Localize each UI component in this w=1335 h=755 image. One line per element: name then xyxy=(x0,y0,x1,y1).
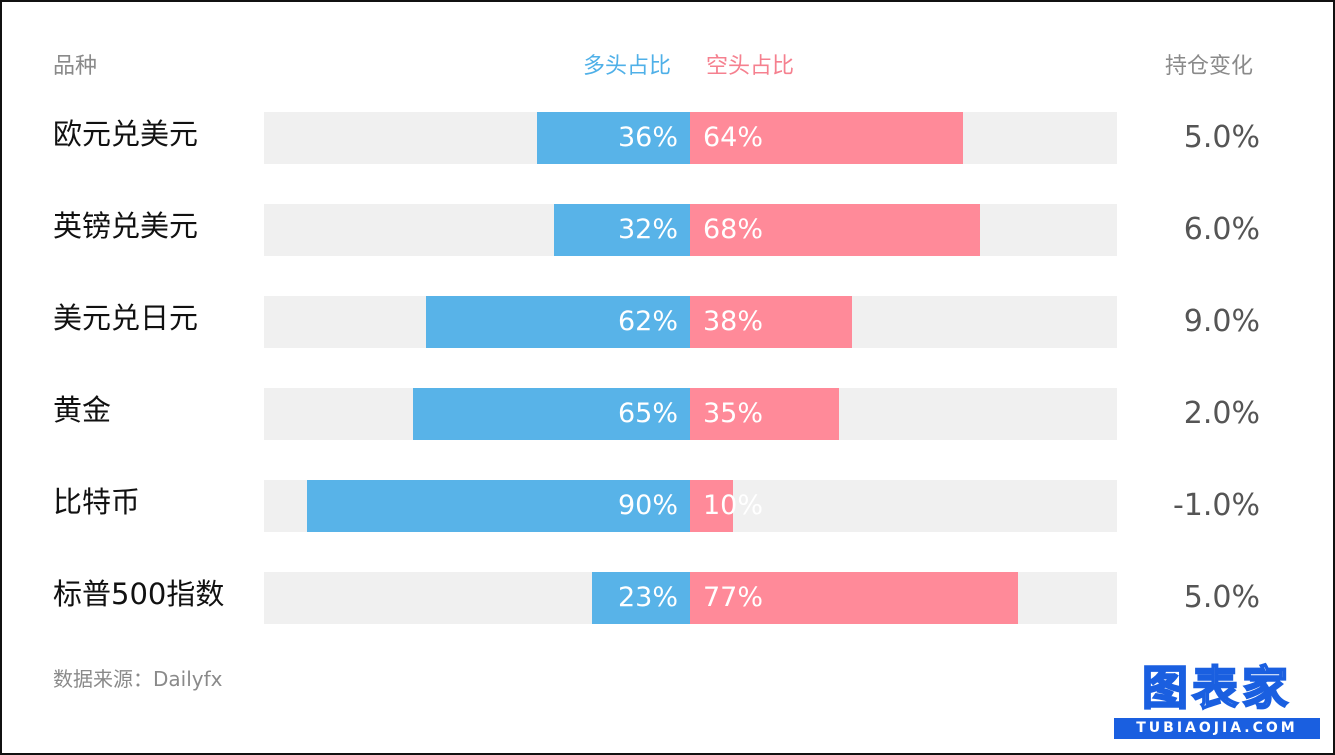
category-label: 美元兑日元 xyxy=(53,301,199,335)
long-bar xyxy=(413,388,690,440)
position-change-value: 2.0% xyxy=(1183,396,1260,431)
chart-row: 英镑兑美元 32% 68% 6.0% xyxy=(0,204,1335,256)
short-value-label: 64% xyxy=(703,122,764,153)
brand-logo: 图表家 TUBIAOJIA.COM xyxy=(1112,658,1322,743)
chart-row: 标普500指数 23% 77% 5.0% xyxy=(0,572,1335,624)
long-value-label: 32% xyxy=(617,214,678,245)
header-short-ratio: 空头占比 xyxy=(706,54,795,79)
short-bar xyxy=(690,112,963,164)
header-category: 品种 xyxy=(53,54,98,79)
position-change-value: 9.0% xyxy=(1183,304,1260,339)
category-label: 比特币 xyxy=(53,485,141,519)
short-bar xyxy=(690,204,980,256)
logo-url: TUBIAOJIA.COM xyxy=(1114,718,1320,739)
long-value-label: 36% xyxy=(617,122,678,153)
long-bar xyxy=(592,572,690,624)
long-value-label: 23% xyxy=(617,582,678,613)
logo-wordmark: 图表家 xyxy=(1141,660,1292,716)
chart-row: 美元兑日元 62% 38% 9.0% xyxy=(0,296,1335,348)
long-bar xyxy=(425,296,690,348)
short-value-label: 77% xyxy=(703,582,764,613)
header-position-change: 持仓变化 xyxy=(1165,54,1254,79)
long-bar xyxy=(536,112,690,164)
short-bar xyxy=(690,572,1019,624)
short-value-label: 68% xyxy=(703,214,764,245)
category-label: 欧元兑美元 xyxy=(53,117,199,151)
category-label: 标普500指数 xyxy=(53,577,225,611)
header-long-ratio: 多头占比 xyxy=(583,54,672,79)
category-label: 黄金 xyxy=(53,393,112,427)
position-change-value: 6.0% xyxy=(1183,212,1260,247)
long-value-label: 90% xyxy=(617,490,678,521)
category-label: 英镑兑美元 xyxy=(53,209,199,243)
chart-row: 比特币 90% 10% -1.0% xyxy=(0,480,1335,532)
position-change-value: -1.0% xyxy=(1172,488,1260,523)
short-value-label: 35% xyxy=(703,398,764,429)
short-bar xyxy=(690,480,733,532)
long-bar xyxy=(553,204,690,256)
chart-row: 黄金 65% 35% 2.0% xyxy=(0,388,1335,440)
long-value-label: 65% xyxy=(617,398,678,429)
short-value-label: 10% xyxy=(703,490,764,521)
long-bar xyxy=(306,480,690,532)
short-bar xyxy=(690,296,852,348)
data-source: 数据来源：Dailyfx xyxy=(53,667,223,691)
short-bar xyxy=(690,388,840,440)
position-change-value: 5.0% xyxy=(1183,120,1260,155)
short-value-label: 38% xyxy=(703,306,764,337)
chart-row: 欧元兑美元 36% 64% 5.0% xyxy=(0,112,1335,164)
long-value-label: 62% xyxy=(617,306,678,337)
position-change-value: 5.0% xyxy=(1183,580,1260,615)
